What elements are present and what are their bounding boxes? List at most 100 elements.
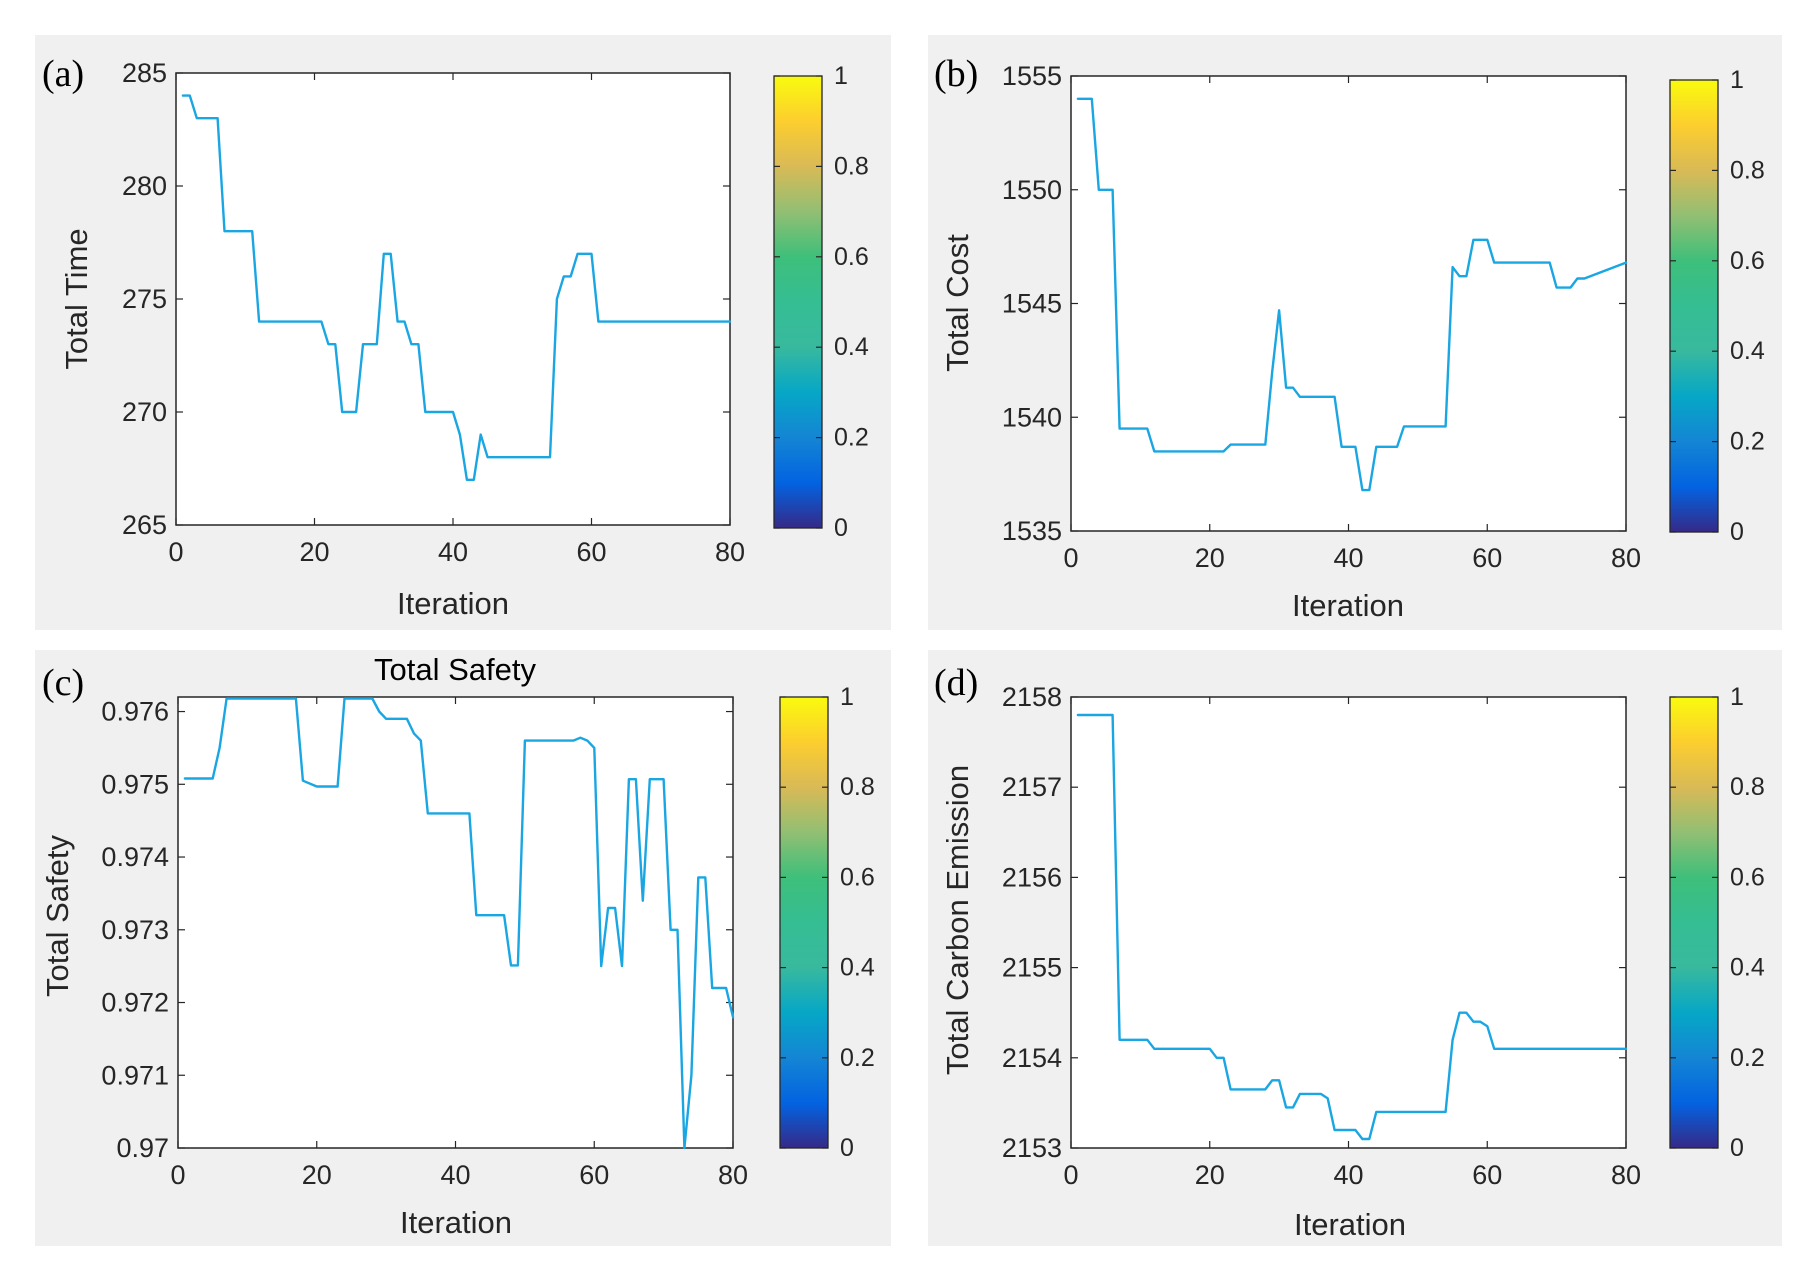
y-tick-label: 0.974: [101, 842, 169, 872]
x-tick-label: 40: [1333, 543, 1363, 573]
panel-c-xlabel: Iteration: [400, 1205, 512, 1240]
panel-d-xlabel: Iteration: [1294, 1207, 1406, 1242]
y-tick-label: 2154: [1002, 1043, 1062, 1073]
colorbar-tick-label: 0.4: [1730, 337, 1765, 365]
colorbar-tick-label: 0.6: [834, 243, 869, 271]
colorbar-tick-label: 0.6: [840, 863, 875, 891]
panel-c-colorbar-frame: [779, 696, 829, 1149]
y-tick-label: 2158: [1002, 682, 1062, 712]
y-tick-label: 0.973: [101, 915, 169, 945]
y-tick-label: 0.97: [116, 1133, 169, 1163]
y-tick-label: 275: [122, 284, 167, 314]
colorbar-tick-label: 1: [840, 683, 854, 711]
panel-b-colorbar-ticks: 0 0.2 0.4 0.6 0.8 1: [1670, 66, 1765, 546]
panel-a-colorbar-frame: [773, 75, 823, 529]
colorbar-tick-label: 0.6: [1730, 247, 1765, 275]
panel-a-plot-area: [175, 72, 731, 526]
y-tick-label: 0.971: [101, 1060, 169, 1090]
panel-c-ticks: 0 20 40 60 80 0.97 0.971 0.972 0.973 0.974 0.975 0.…: [101, 697, 748, 1190]
panel-b-tag: (b): [934, 53, 978, 95]
x-tick-label: 80: [1611, 543, 1641, 573]
panel-d-colorbar-ticks: 0 0.2 0.4 0.6 0.8 1: [1670, 683, 1765, 1162]
panel-c: 0 20 40 60 80 0.97 0.971 0.972 0.973 0.974 0.975 0.…: [35, 650, 891, 1246]
panel-d-series-line: [1076, 713, 1628, 1141]
x-tick-label: 20: [1195, 1160, 1225, 1190]
colorbar-tick-label: 0: [1730, 518, 1744, 546]
colorbar-tick-label: 0.6: [1730, 863, 1765, 891]
panel-c-tag: (c): [42, 662, 84, 704]
panel-d-ylabel: Total Carbon Emission: [940, 765, 975, 1075]
panel-b-plot-area: [1070, 75, 1627, 532]
x-tick-label: 60: [579, 1160, 609, 1190]
y-tick-label: 2153: [1002, 1133, 1062, 1163]
x-tick-label: 60: [576, 537, 606, 567]
y-tick-label: 2155: [1002, 953, 1062, 983]
colorbar-tick-label: 1: [834, 62, 848, 90]
x-tick-label: 0: [1063, 543, 1078, 573]
colorbar-tick-label: 0.2: [1730, 428, 1765, 456]
panel-b-ticks: 0 20 40 60 80 1535 1540 1545 1550 1555: [1002, 61, 1641, 573]
x-tick-label: 80: [715, 537, 745, 567]
x-tick-label: 60: [1472, 543, 1502, 573]
x-tick-label: 80: [1611, 1160, 1641, 1190]
y-tick-label: 280: [122, 171, 167, 201]
colorbar-tick-label: 0: [840, 1134, 854, 1162]
panel-b-colorbar-frame: [1669, 79, 1719, 533]
x-tick-label: 40: [1333, 1160, 1363, 1190]
panel-c-title: Total Safety: [374, 652, 536, 687]
panel-b-xlabel: Iteration: [1292, 588, 1404, 623]
colorbar-tick-label: 0: [1730, 1134, 1744, 1162]
x-tick-label: 20: [299, 537, 329, 567]
y-tick-label: 0.972: [101, 988, 169, 1018]
panel-a-ticks: 0 20 40 60 80 265 270 275 280 285: [122, 58, 745, 567]
x-tick-label: 0: [1063, 1160, 1078, 1190]
y-tick-label: 270: [122, 397, 167, 427]
colorbar-tick-label: 0.8: [1730, 156, 1765, 184]
panel-a-xlabel: Iteration: [397, 586, 509, 621]
panel-b-ylabel: Total Cost: [940, 234, 975, 372]
panel-d: 0 20 40 60 80 2153 2154 2155 2156 2157 2158 (d) To…: [928, 650, 1782, 1246]
colorbar-tick-label: 0: [834, 514, 848, 542]
colorbar-tick-label: 0.8: [840, 773, 875, 801]
colorbar-tick-label: 0.4: [1730, 954, 1765, 982]
x-tick-label: 20: [302, 1160, 332, 1190]
y-tick-label: 1540: [1002, 402, 1062, 432]
x-tick-label: 40: [440, 1160, 470, 1190]
panel-d-colorbar-frame: [1669, 696, 1719, 1149]
x-tick-label: 60: [1472, 1160, 1502, 1190]
panel-b: 0 20 40 60 80 1535 1540 1545 1550 1555 (b) Total …: [928, 35, 1782, 630]
y-tick-label: 0.975: [101, 769, 169, 799]
colorbar-tick-label: 0.8: [1730, 773, 1765, 801]
panel-d-ticks: 0 20 40 60 80 2153 2154 2155 2156 2157 2158: [1002, 682, 1641, 1190]
colorbar-tick-label: 1: [1730, 683, 1744, 711]
x-tick-label: 80: [718, 1160, 748, 1190]
panel-c-colorbar-ticks: 0 0.2 0.4 0.6 0.8 1: [780, 683, 875, 1162]
x-tick-label: 20: [1195, 543, 1225, 573]
y-tick-label: 0.976: [101, 697, 169, 727]
y-tick-label: 1555: [1002, 61, 1062, 91]
y-tick-label: 1545: [1002, 289, 1062, 319]
panel-a-ylabel: Total Time: [59, 228, 94, 369]
colorbar-tick-label: 1: [1730, 66, 1744, 94]
y-tick-label: 2157: [1002, 772, 1062, 802]
panel-a-colorbar: [774, 76, 822, 528]
panel-a-tag: (a): [42, 53, 84, 95]
panel-a-colorbar-ticks: 0 0.2 0.4 0.6 0.8 1: [774, 62, 869, 542]
colorbar-tick-label: 0.4: [834, 333, 869, 361]
panel-b-series-line: [1076, 97, 1628, 492]
panel-b-colorbar: [1670, 80, 1718, 532]
y-tick-label: 285: [122, 58, 167, 88]
panel-c-ylabel: Total Safety: [40, 835, 75, 997]
panel-d-tag: (d): [934, 662, 978, 704]
x-tick-label: 40: [438, 537, 468, 567]
panel-d-plot-area: [1070, 696, 1627, 1149]
colorbar-tick-label: 0.4: [840, 954, 875, 982]
x-tick-label: 0: [170, 1160, 185, 1190]
y-tick-label: 1550: [1002, 175, 1062, 205]
y-tick-label: 1535: [1002, 516, 1062, 546]
y-tick-label: 2156: [1002, 862, 1062, 892]
panel-d-colorbar: [1670, 697, 1718, 1148]
panel-a-series-line: [181, 94, 732, 481]
